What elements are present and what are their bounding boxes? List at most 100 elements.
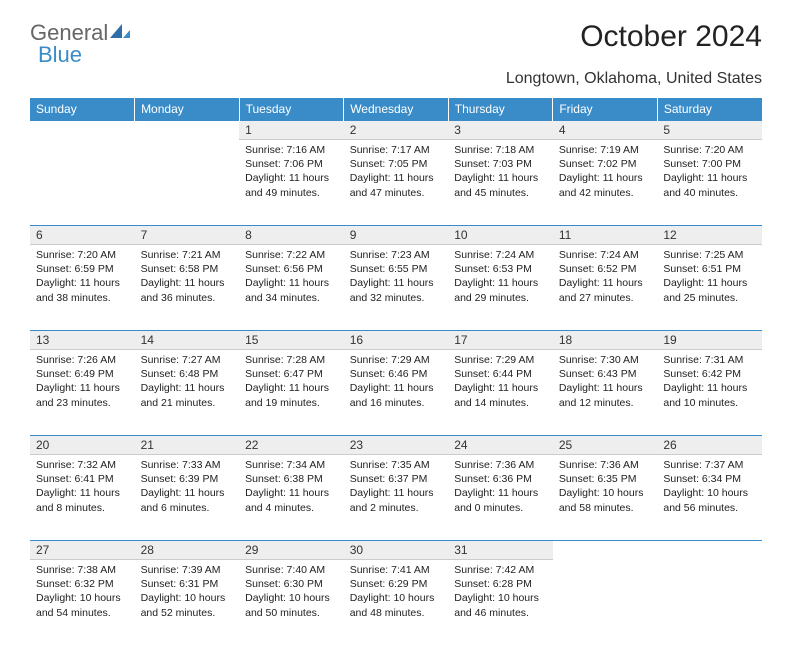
sunset-text: Sunset: 7:05 PM: [350, 157, 443, 171]
day-number-cell: [553, 541, 658, 560]
day-content-cell: Sunrise: 7:40 AMSunset: 6:30 PMDaylight:…: [239, 560, 344, 646]
sunset-text: Sunset: 6:56 PM: [245, 262, 338, 276]
daylight1-text: Daylight: 10 hours: [36, 591, 129, 605]
sunrise-text: Sunrise: 7:18 AM: [454, 143, 547, 157]
day-content-cell: Sunrise: 7:21 AMSunset: 6:58 PMDaylight:…: [135, 245, 240, 331]
page-title: October 2024: [580, 20, 762, 54]
day-content-cell: Sunrise: 7:20 AMSunset: 7:00 PMDaylight:…: [657, 140, 762, 226]
sunrise-text: Sunrise: 7:37 AM: [663, 458, 756, 472]
day-number-cell: 8: [239, 226, 344, 245]
daylight1-text: Daylight: 11 hours: [245, 486, 338, 500]
daylight1-text: Daylight: 10 hours: [663, 486, 756, 500]
day-number-cell: 17: [448, 331, 553, 350]
sunset-text: Sunset: 6:52 PM: [559, 262, 652, 276]
day-content-cell: Sunrise: 7:17 AMSunset: 7:05 PMDaylight:…: [344, 140, 449, 226]
sunset-text: Sunset: 6:37 PM: [350, 472, 443, 486]
sunrise-text: Sunrise: 7:36 AM: [559, 458, 652, 472]
daylight2-text: and 36 minutes.: [141, 291, 234, 305]
day-number-cell: 27: [30, 541, 135, 560]
daylight1-text: Daylight: 11 hours: [350, 486, 443, 500]
daylight2-text: and 32 minutes.: [350, 291, 443, 305]
daylight2-text: and 0 minutes.: [454, 501, 547, 515]
day-number-cell: 13: [30, 331, 135, 350]
day-number-cell: 3: [448, 121, 553, 140]
daylight2-text: and 10 minutes.: [663, 396, 756, 410]
sunrise-text: Sunrise: 7:25 AM: [663, 248, 756, 262]
sunset-text: Sunset: 7:02 PM: [559, 157, 652, 171]
daylight1-text: Daylight: 11 hours: [454, 276, 547, 290]
day-number-cell: 2: [344, 121, 449, 140]
day-content-cell: Sunrise: 7:26 AMSunset: 6:49 PMDaylight:…: [30, 350, 135, 436]
day-number-cell: 7: [135, 226, 240, 245]
sunrise-text: Sunrise: 7:40 AM: [245, 563, 338, 577]
daylight2-text: and 25 minutes.: [663, 291, 756, 305]
day-number-cell: 30: [344, 541, 449, 560]
sunset-text: Sunset: 7:00 PM: [663, 157, 756, 171]
daylight2-text: and 2 minutes.: [350, 501, 443, 515]
daylight1-text: Daylight: 10 hours: [454, 591, 547, 605]
sunset-text: Sunset: 6:48 PM: [141, 367, 234, 381]
sunset-text: Sunset: 6:30 PM: [245, 577, 338, 591]
day-content-row: Sunrise: 7:38 AMSunset: 6:32 PMDaylight:…: [30, 560, 762, 646]
sunrise-text: Sunrise: 7:21 AM: [141, 248, 234, 262]
day-content-cell: Sunrise: 7:28 AMSunset: 6:47 PMDaylight:…: [239, 350, 344, 436]
day-number-cell: [30, 121, 135, 140]
daylight1-text: Daylight: 10 hours: [559, 486, 652, 500]
sunrise-text: Sunrise: 7:31 AM: [663, 353, 756, 367]
day-content-row: Sunrise: 7:26 AMSunset: 6:49 PMDaylight:…: [30, 350, 762, 436]
daylight1-text: Daylight: 11 hours: [141, 486, 234, 500]
sunrise-text: Sunrise: 7:34 AM: [245, 458, 338, 472]
sunset-text: Sunset: 6:51 PM: [663, 262, 756, 276]
daylight2-text: and 50 minutes.: [245, 606, 338, 620]
day-number-row: 13141516171819: [30, 331, 762, 350]
sunset-text: Sunset: 6:31 PM: [141, 577, 234, 591]
daylight2-text: and 52 minutes.: [141, 606, 234, 620]
daylight2-text: and 49 minutes.: [245, 186, 338, 200]
daylight1-text: Daylight: 11 hours: [141, 381, 234, 395]
day-number-cell: 24: [448, 436, 553, 455]
sunrise-text: Sunrise: 7:19 AM: [559, 143, 652, 157]
day-number-cell: 22: [239, 436, 344, 455]
day-content-cell: Sunrise: 7:16 AMSunset: 7:06 PMDaylight:…: [239, 140, 344, 226]
day-number-cell: 4: [553, 121, 658, 140]
day-content-cell: Sunrise: 7:24 AMSunset: 6:52 PMDaylight:…: [553, 245, 658, 331]
daylight1-text: Daylight: 11 hours: [245, 276, 338, 290]
sunrise-text: Sunrise: 7:38 AM: [36, 563, 129, 577]
sunrise-text: Sunrise: 7:35 AM: [350, 458, 443, 472]
day-content-cell: Sunrise: 7:42 AMSunset: 6:28 PMDaylight:…: [448, 560, 553, 646]
sunset-text: Sunset: 6:55 PM: [350, 262, 443, 276]
daylight1-text: Daylight: 11 hours: [663, 381, 756, 395]
daylight1-text: Daylight: 11 hours: [36, 276, 129, 290]
sunset-text: Sunset: 6:44 PM: [454, 367, 547, 381]
day-content-cell: Sunrise: 7:27 AMSunset: 6:48 PMDaylight:…: [135, 350, 240, 436]
logo-text-2: Blue: [38, 42, 82, 68]
daylight1-text: Daylight: 10 hours: [350, 591, 443, 605]
day-number-cell: 18: [553, 331, 658, 350]
day-content-cell: [553, 560, 658, 646]
daylight2-text: and 12 minutes.: [559, 396, 652, 410]
daylight2-text: and 40 minutes.: [663, 186, 756, 200]
day-number-cell: 10: [448, 226, 553, 245]
day-content-cell: Sunrise: 7:36 AMSunset: 6:35 PMDaylight:…: [553, 455, 658, 541]
daylight2-text: and 27 minutes.: [559, 291, 652, 305]
day-content-cell: Sunrise: 7:29 AMSunset: 6:46 PMDaylight:…: [344, 350, 449, 436]
sunrise-text: Sunrise: 7:17 AM: [350, 143, 443, 157]
day-number-cell: 21: [135, 436, 240, 455]
sunset-text: Sunset: 6:41 PM: [36, 472, 129, 486]
sunrise-text: Sunrise: 7:26 AM: [36, 353, 129, 367]
sunrise-text: Sunrise: 7:23 AM: [350, 248, 443, 262]
daylight2-text: and 8 minutes.: [36, 501, 129, 515]
daylight1-text: Daylight: 11 hours: [245, 381, 338, 395]
day-number-cell: [135, 121, 240, 140]
sunrise-text: Sunrise: 7:16 AM: [245, 143, 338, 157]
day-content-cell: Sunrise: 7:37 AMSunset: 6:34 PMDaylight:…: [657, 455, 762, 541]
daylight1-text: Daylight: 11 hours: [141, 276, 234, 290]
sunrise-text: Sunrise: 7:27 AM: [141, 353, 234, 367]
day-number-cell: 20: [30, 436, 135, 455]
day-content-cell: Sunrise: 7:32 AMSunset: 6:41 PMDaylight:…: [30, 455, 135, 541]
daylight2-text: and 6 minutes.: [141, 501, 234, 515]
daylight1-text: Daylight: 11 hours: [559, 381, 652, 395]
day-content-cell: Sunrise: 7:23 AMSunset: 6:55 PMDaylight:…: [344, 245, 449, 331]
daylight2-text: and 45 minutes.: [454, 186, 547, 200]
sunrise-text: Sunrise: 7:29 AM: [454, 353, 547, 367]
